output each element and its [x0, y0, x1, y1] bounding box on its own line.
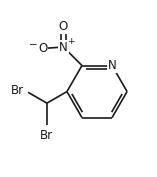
Text: O: O — [59, 21, 68, 33]
Text: +: + — [67, 37, 75, 46]
Text: Br: Br — [40, 129, 54, 142]
Text: −: − — [29, 40, 38, 50]
Text: N: N — [108, 59, 116, 72]
Text: N: N — [59, 41, 68, 53]
Text: O: O — [38, 42, 47, 55]
Text: Br: Br — [11, 84, 24, 97]
